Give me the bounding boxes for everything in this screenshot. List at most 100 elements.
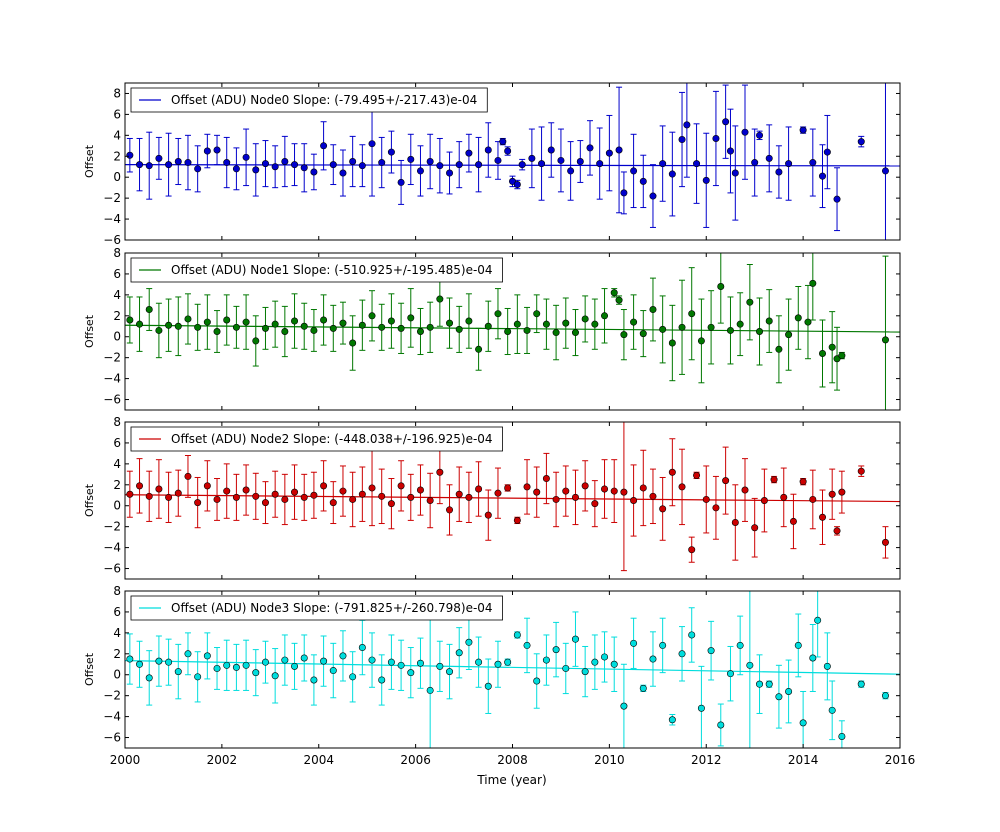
data-point — [717, 721, 725, 729]
data-point — [223, 487, 231, 495]
data-point — [528, 154, 536, 162]
data-point — [610, 660, 618, 668]
data-point — [455, 161, 463, 169]
data-point — [688, 546, 696, 554]
data-point — [571, 329, 579, 337]
data-point — [165, 493, 173, 501]
data-point — [223, 159, 231, 167]
data-point — [310, 491, 318, 499]
plot-area — [125, 253, 900, 410]
data-point — [329, 161, 337, 169]
data-point — [145, 306, 153, 314]
data-point — [818, 349, 826, 357]
data-point — [281, 656, 289, 664]
data-point — [678, 483, 686, 491]
data-point — [407, 314, 415, 322]
data-point — [668, 716, 676, 724]
y-tick-label: 2 — [113, 647, 121, 661]
data-point — [320, 142, 328, 150]
data-point — [329, 324, 337, 332]
legend-label: Offset (ADU) Node3 Slope: (-791.825+/-26… — [171, 601, 493, 615]
data-point — [242, 661, 250, 669]
data-point — [523, 641, 531, 649]
data-point — [203, 147, 211, 155]
data-point — [261, 160, 269, 168]
data-point — [145, 162, 153, 170]
data-point — [232, 165, 240, 173]
data-point — [818, 513, 826, 521]
data-point — [126, 655, 134, 663]
data-point — [508, 177, 516, 185]
data-point — [712, 134, 720, 142]
data-point — [504, 327, 512, 335]
data-point — [194, 499, 202, 507]
y-tick-label: −2 — [103, 351, 121, 365]
data-point — [780, 493, 788, 501]
data-point — [387, 500, 395, 508]
data-point — [533, 677, 541, 685]
data-point — [310, 326, 318, 334]
data-point — [630, 639, 638, 647]
data-point — [605, 149, 613, 157]
y-tick-label: 2 — [113, 309, 121, 323]
data-point — [562, 487, 570, 495]
data-point — [630, 496, 638, 504]
data-point — [693, 160, 701, 168]
data-point — [547, 146, 555, 154]
data-point — [838, 352, 846, 360]
data-point — [707, 647, 715, 655]
fit-line — [125, 660, 900, 675]
data-point — [833, 355, 841, 363]
data-point — [397, 324, 405, 332]
data-point — [300, 654, 308, 662]
data-point — [291, 317, 299, 325]
y-tick-label: −4 — [103, 212, 121, 226]
data-point — [542, 656, 550, 664]
x-tick-label: 2014 — [788, 753, 819, 767]
data-point — [174, 322, 182, 330]
data-point — [455, 649, 463, 657]
data-point — [203, 652, 211, 660]
data-point — [155, 485, 163, 493]
data-point — [252, 337, 260, 345]
data-point — [165, 658, 173, 666]
legend-label: Offset (ADU) Node1 Slope: (-510.925+/-19… — [171, 263, 493, 277]
data-point — [484, 322, 492, 330]
data-point — [838, 488, 846, 496]
data-point — [697, 337, 705, 345]
data-point — [542, 475, 550, 483]
data-point — [712, 504, 720, 512]
data-point — [426, 496, 434, 504]
x-tick-label: 2002 — [207, 753, 238, 767]
data-point — [300, 493, 308, 501]
legend: Offset (ADU) Node1 Slope: (-510.925+/-19… — [130, 257, 503, 283]
data-point — [126, 490, 134, 498]
data-point — [136, 482, 144, 490]
data-point — [586, 144, 594, 152]
data-point — [291, 488, 299, 496]
fit-line — [125, 164, 900, 167]
y-tick-label: −6 — [103, 731, 121, 745]
data-point — [518, 161, 526, 169]
data-point — [533, 488, 541, 496]
data-point — [693, 471, 701, 479]
y-tick-label: 2 — [113, 478, 121, 492]
y-tick-label: 0 — [113, 668, 121, 682]
panel-2: −6 −4 −2 0 2 4 6 8 Offset Offset (ADU) Node2 Slop… — [83, 415, 901, 580]
panel-3: −6 −4 −2 0 2 4 6 8 2000 2002 2004 2006 2008 2010 2012 2… — [83, 584, 915, 767]
y-tick-label: −4 — [103, 541, 121, 555]
data-point — [310, 676, 318, 684]
data-point — [145, 492, 153, 500]
data-point — [349, 673, 357, 681]
data-point — [213, 664, 221, 672]
data-point — [397, 482, 405, 490]
data-point — [615, 296, 623, 304]
data-point — [310, 168, 318, 176]
data-point — [465, 317, 473, 325]
data-point — [261, 324, 269, 332]
data-point — [775, 168, 783, 176]
y-tick-label: 6 — [113, 107, 121, 121]
data-point — [416, 327, 424, 335]
data-point — [436, 662, 444, 670]
data-point — [194, 673, 202, 681]
